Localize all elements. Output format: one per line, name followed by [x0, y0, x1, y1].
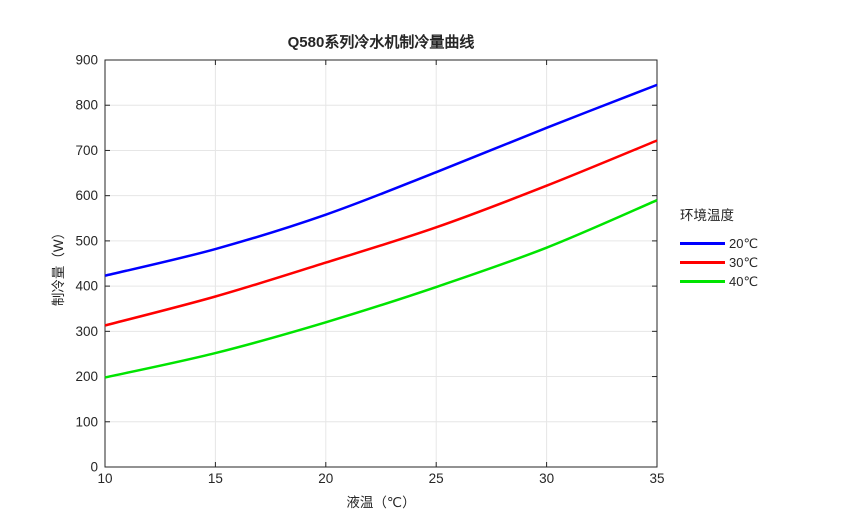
legend-item: 30℃: [680, 253, 758, 272]
legend-line-swatch: [680, 280, 725, 283]
y-tick-label: 0: [90, 460, 98, 475]
legend: 环境温度 20℃ 30℃ 40℃: [680, 204, 758, 291]
axes-box: [104, 59, 658, 468]
y-tick-label: 700: [75, 143, 98, 158]
y-axis-label: 制冷量（W）: [51, 225, 66, 307]
legend-line-swatch: [680, 242, 725, 245]
y-tick-label: 500: [75, 233, 98, 248]
legend-title: 环境温度: [680, 208, 734, 223]
x-tick-label: 30: [539, 471, 554, 486]
x-tick-label: 25: [429, 471, 444, 486]
x-tick-label: 35: [649, 471, 664, 486]
y-tick-label: 100: [75, 414, 98, 429]
x-tick-label: 10: [97, 471, 112, 486]
y-tick-label: 900: [75, 53, 98, 68]
legend-item: 40℃: [680, 272, 758, 291]
x-tick-label: 20: [318, 471, 333, 486]
legend-item: 20℃: [680, 234, 758, 253]
series-line-30℃: [104, 139, 658, 327]
y-tick-label: 400: [75, 279, 98, 294]
y-tick-label: 600: [75, 188, 98, 203]
series-line-20℃: [104, 83, 658, 277]
legend-label: 40℃: [729, 273, 759, 289]
chart-title: Q580系列冷水机制冷量曲线: [287, 34, 475, 51]
x-axis-label: 液温（℃）: [346, 495, 416, 510]
legend-label: 20℃: [729, 235, 759, 251]
y-tick-label: 200: [75, 369, 98, 384]
legend-label: 30℃: [729, 254, 759, 270]
y-tick-label: 300: [75, 324, 98, 339]
x-tick-label: 15: [208, 471, 223, 486]
y-tick-label: 800: [75, 98, 98, 113]
legend-line-swatch: [680, 261, 725, 264]
series-line-40℃: [104, 199, 658, 379]
